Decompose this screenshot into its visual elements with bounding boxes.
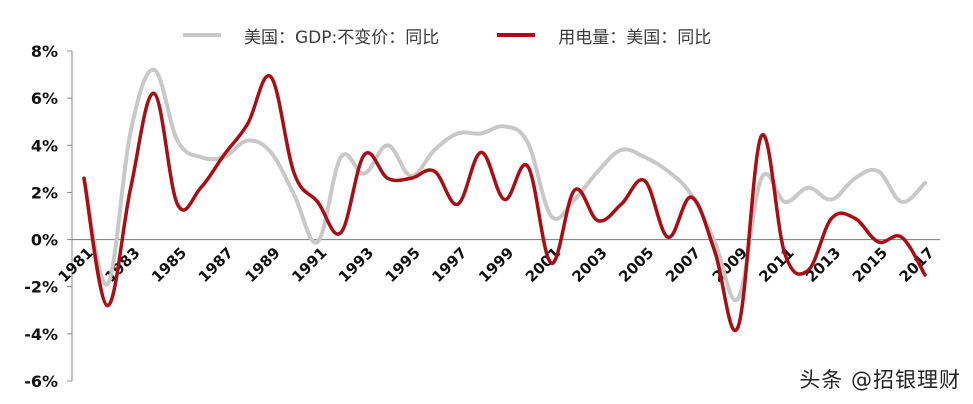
x-tick-label: 1981 [55,244,97,286]
x-tick-label: 2017 [896,244,938,286]
x-tick-label: 1987 [195,244,237,286]
legend-swatch-power [497,33,536,37]
x-tick-label: 2005 [615,244,657,286]
x-tick-label: 1997 [428,244,470,286]
x-tick-label: 1989 [241,244,283,286]
y-tick-label: -2% [24,278,58,297]
legend: 美国：GDP:不变价：同比 用电量：美国：同比 [183,22,769,48]
y-tick-label: -6% [24,372,58,391]
legend-label-gdp: 美国：GDP:不变价：同比 [244,27,440,48]
x-tick-label: 1999 [475,244,517,286]
x-tick-label: 2015 [849,244,891,286]
series-lines [82,67,927,332]
x-tick-label: 1985 [148,244,190,286]
y-axis: 8% 6% 4% 2% 0% -2% -4% -6% [24,42,940,391]
gdp-line [82,67,927,303]
legend-item-gdp: 美国：GDP:不变价：同比 [183,23,439,48]
x-tick-label: 2007 [662,244,704,286]
y-tick-label: -4% [24,325,58,344]
y-tick-label: 2% [31,183,58,202]
legend-label-power: 用电量：美国：同比 [558,27,712,48]
y-tick-label: 0% [31,231,58,250]
legend-swatch-gdp [183,33,221,37]
y-tick-label: 8% [31,42,58,61]
y-tick-label: 6% [31,89,58,108]
x-axis: 1981 1983 1985 1987 1989 1991 1993 1995 1997 1999… [55,244,938,286]
legend-item-power: 用电量：美国：同比 [497,23,711,48]
x-tick-label: 1995 [382,244,424,286]
x-tick-label: 2003 [569,244,611,286]
watermark: 头条 @招银理财 [799,368,961,392]
y-tick-label: 4% [31,136,58,155]
x-tick-label: 2013 [802,244,844,286]
x-tick-label: 1993 [335,244,377,286]
power-consumption-line [82,73,927,332]
x-tick-label: 1991 [288,244,330,286]
